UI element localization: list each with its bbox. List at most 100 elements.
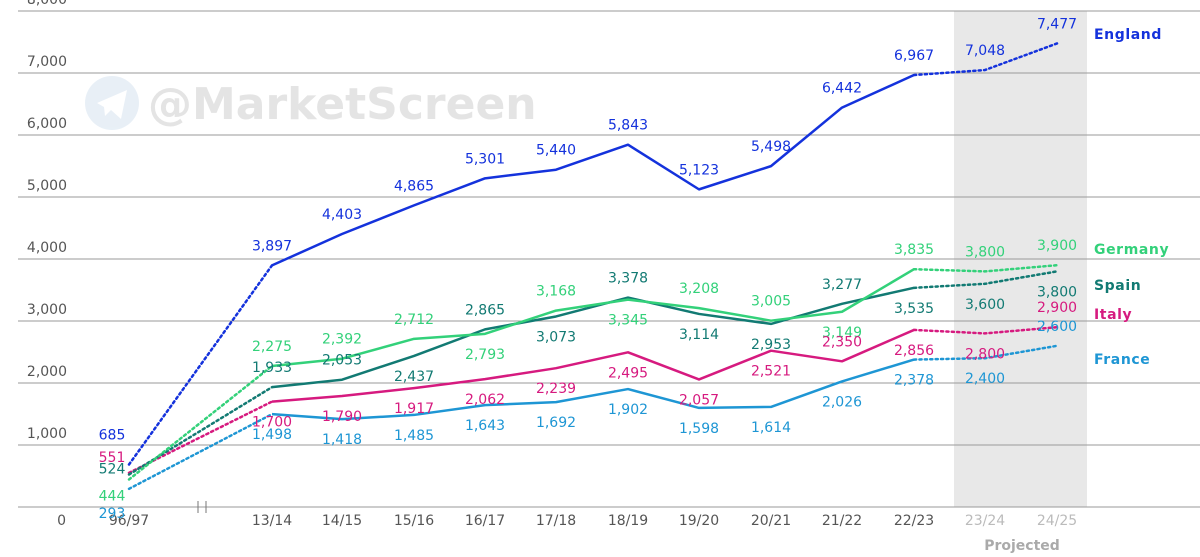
data-label-england: 4,865	[394, 178, 434, 194]
data-label-france: 1,902	[608, 402, 648, 418]
data-label-england: 6,967	[894, 48, 934, 64]
data-label-england: 3,897	[252, 238, 292, 254]
x-tick-label: 17/18	[536, 513, 576, 529]
x-axis-ticks: 96/97 13/14 14/15 15/16 16/17 17/18 18/19 19/20…	[109, 513, 1077, 529]
x-tick-label: 23/24	[965, 513, 1005, 529]
data-label-italy: 1,917	[394, 401, 434, 417]
x-tick-label: 22/23	[894, 513, 934, 529]
data-label-spain: 524	[99, 462, 126, 478]
data-label-spain: 1,933	[252, 360, 292, 376]
y-tick-label: 6,000	[27, 116, 67, 132]
data-label-france: 1,485	[394, 428, 434, 444]
legend-item-england: England	[1094, 27, 1162, 43]
x-tick-label: 24/25	[1037, 513, 1077, 529]
data-label-spain: 2,953	[751, 337, 791, 353]
data-label-france: 1,692	[536, 415, 576, 431]
data-label-spain: 3,535	[894, 301, 934, 317]
data-label-germany: 3,835	[894, 242, 934, 258]
data-label-italy: 2,856	[894, 343, 934, 359]
y-tick-label: 3,000	[27, 302, 67, 318]
data-label-germany: 444	[99, 488, 126, 504]
y-tick-label: 4,000	[27, 240, 67, 256]
series-line-germany-projected	[912, 263, 1059, 273]
series-line-england-projected	[912, 42, 1059, 77]
data-label-england: 5,843	[608, 118, 648, 134]
data-label-italy: 551	[99, 450, 126, 466]
data-label-spain: 3,800	[1037, 284, 1077, 300]
watermark: @MarketScreen	[85, 76, 537, 130]
data-label-germany: 3,900	[1037, 238, 1077, 254]
x-tick-label: 15/16	[394, 513, 434, 529]
paper-plane-icon	[97, 90, 127, 119]
series-line-spain-bridge	[127, 385, 274, 476]
data-label-germany: 3,168	[536, 284, 576, 300]
data-label-italy: 2,495	[608, 365, 648, 381]
data-label-italy: 2,057	[679, 392, 719, 408]
y-tick-label: 8,000	[27, 0, 67, 8]
series-line-spain	[271, 286, 915, 389]
series-line-england	[271, 73, 915, 267]
y-axis-ticks: 1,000 2,000 3,000 4,000 5,000 6,000 7,000 8,000…	[27, 0, 67, 529]
y-tick-label: 7,000	[27, 54, 67, 70]
data-labels: 685 3,897 4,403 4,865 5,301 5,440 5,843 5,123 5,…	[99, 16, 1077, 521]
series-line-france-projected	[912, 344, 1059, 361]
data-label-germany: 2,793	[465, 347, 505, 363]
x-tick-label: 96/97	[109, 513, 149, 529]
data-label-italy: 2,900	[1037, 300, 1077, 316]
data-label-france: 2,378	[894, 373, 934, 389]
data-label-england: 5,498	[751, 139, 791, 155]
series-line-germany	[271, 268, 915, 368]
series-line-spain-projected	[912, 270, 1059, 290]
series-line-germany-bridge	[127, 364, 274, 481]
data-label-england: 4,403	[322, 207, 362, 223]
y-tick-label: 1,000	[27, 426, 67, 442]
x-tick-label: 18/19	[608, 513, 648, 529]
legend-item-spain: Spain	[1094, 278, 1141, 294]
data-label-italy: 2,350	[822, 334, 862, 350]
data-label-england: 7,048	[965, 43, 1005, 59]
y-tick-label: 5,000	[27, 178, 67, 194]
projected-label: Projected	[984, 538, 1060, 554]
data-label-england: 5,123	[679, 162, 719, 178]
y-tick-label: 0	[57, 513, 66, 529]
data-label-england: 7,477	[1037, 16, 1077, 32]
legend-item-france: France	[1094, 352, 1150, 368]
x-tick-label: 20/21	[751, 513, 791, 529]
data-label-spain: 2,053	[322, 353, 362, 369]
data-label-germany: 2,275	[252, 339, 292, 355]
data-label-england: 5,301	[465, 151, 505, 167]
data-label-italy: 2,239	[536, 381, 576, 397]
series-line-italy	[271, 328, 915, 403]
legend-item-germany: Germany	[1094, 242, 1169, 258]
x-tick-label: 14/15	[322, 513, 362, 529]
watermark-text: @MarketScreen	[148, 79, 537, 130]
data-label-france: 1,418	[322, 432, 362, 448]
data-label-france: 1,614	[751, 420, 791, 436]
data-label-spain: 3,114	[679, 327, 719, 343]
data-label-germany: 3,345	[608, 313, 648, 329]
data-label-italy: 2,062	[465, 392, 505, 408]
data-label-spain: 3,277	[822, 277, 862, 293]
data-label-germany: 2,392	[322, 332, 362, 348]
x-tick-label: 16/17	[465, 513, 505, 529]
series-line-italy-projected	[912, 325, 1059, 335]
data-label-france: 1,598	[679, 421, 719, 437]
data-label-france: 293	[99, 506, 126, 522]
y-tick-label: 2,000	[27, 364, 67, 380]
series-line-france	[271, 358, 915, 421]
x-tick-label: 21/22	[822, 513, 862, 529]
x-tick-label: 13/14	[252, 513, 292, 529]
data-label-spain: 2,865	[465, 302, 505, 318]
data-label-spain: 3,073	[536, 329, 576, 345]
data-label-france: 2,026	[822, 394, 862, 410]
legend: England Germany Spain Italy France	[1094, 27, 1169, 368]
data-label-england: 685	[99, 428, 126, 444]
data-label-italy: 1,700	[252, 415, 292, 431]
data-label-france: 2,400	[965, 371, 1005, 387]
data-label-germany: 3,149	[822, 325, 862, 341]
data-label-germany: 3,208	[679, 281, 719, 297]
data-label-france: 2,600	[1037, 319, 1077, 335]
data-label-italy: 1,790	[322, 409, 362, 425]
data-label-france: 1,498	[252, 427, 292, 443]
data-label-france: 1,643	[465, 418, 505, 434]
